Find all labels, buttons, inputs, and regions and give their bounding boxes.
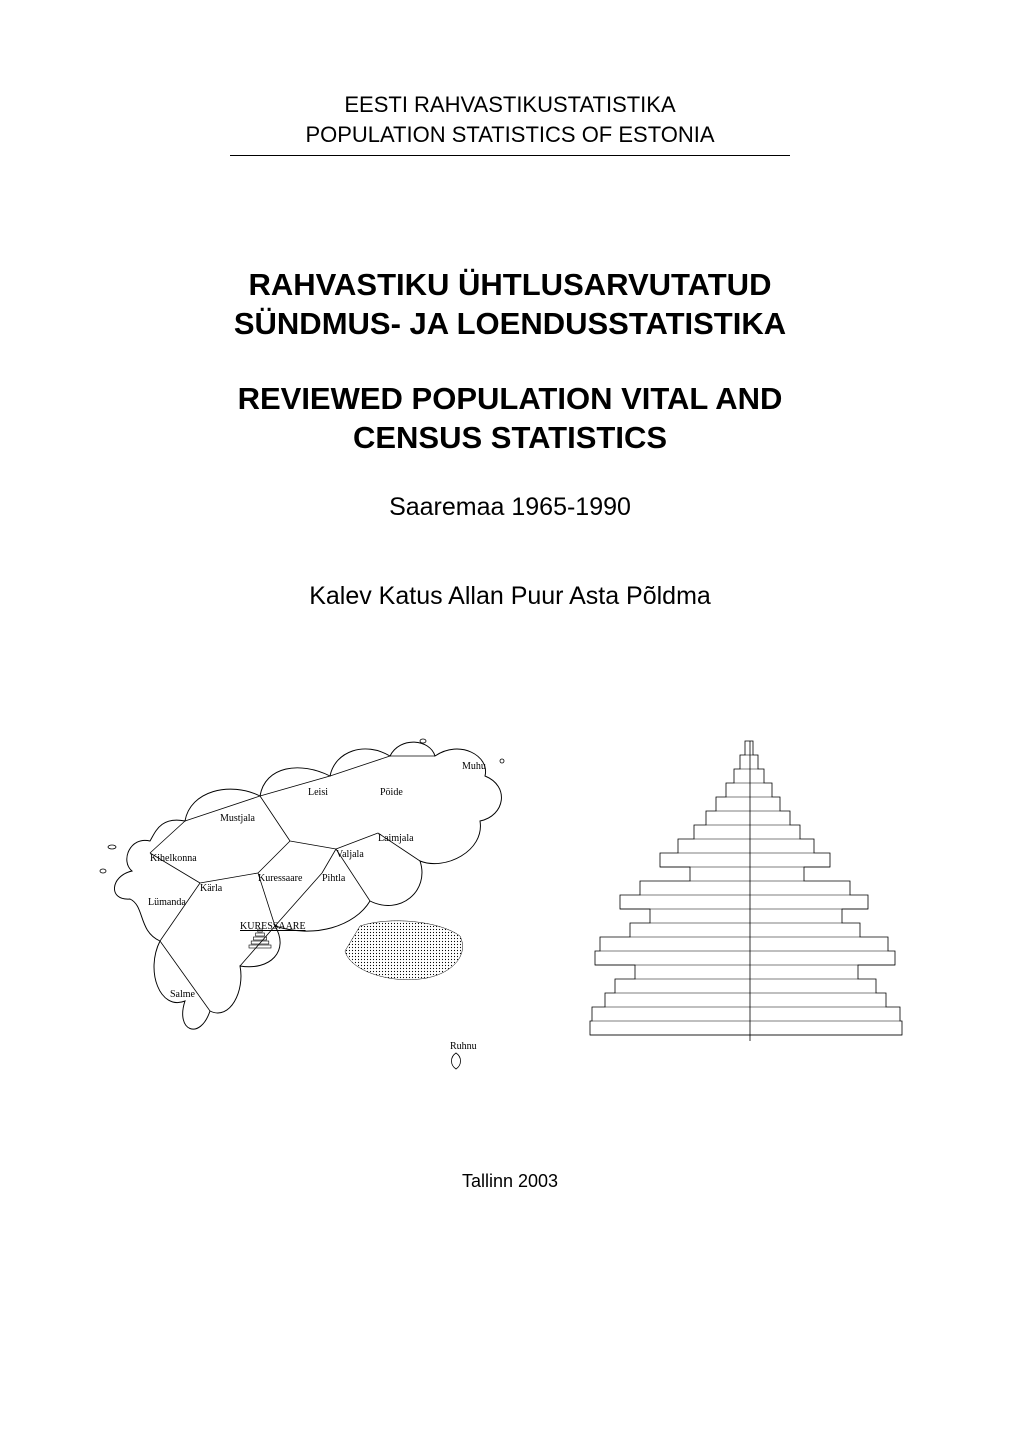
footer-imprint: Tallinn 2003: [462, 1171, 558, 1192]
map-label-mustjala: Mustjala: [220, 813, 255, 824]
saaremaa-map: Muhu Leisi Pöide Mustjala Laimjala Valjala Kih…: [90, 721, 550, 1081]
map-label-pihtla: Pihtla: [322, 873, 345, 884]
title-block: RAHVASTIKU ÜHTLUSARVUTATUD SÜNDMUS- JA L…: [234, 266, 786, 457]
map-label-leisi: Leisi: [308, 787, 328, 798]
population-pyramid: [570, 731, 930, 1071]
sub-title-line1: REVIEWED POPULATION VITAL AND: [234, 380, 786, 419]
series-title-et: EESTI RAHVASTIKUSTATISTIKA: [230, 90, 790, 120]
sub-title-line2: CENSUS STATISTICS: [234, 419, 786, 458]
map-label-valjala: Valjala: [336, 849, 364, 860]
main-title: RAHVASTIKU ÜHTLUSARVUTATUD SÜNDMUS- JA L…: [234, 266, 786, 344]
map-label-kuressaare: KURESSAARE: [240, 921, 306, 932]
authors-line: Kalev Katus Allan Puur Asta Põldma: [309, 582, 711, 611]
map-label-kuressaare: Kuressaare: [258, 873, 302, 884]
map-label-muhu: Muhu: [462, 761, 486, 772]
main-title-line2: SÜNDMUS- JA LOENDUSSTATISTIKA: [234, 305, 786, 344]
series-header: EESTI RAHVASTIKUSTATISTIKA POPULATION ST…: [230, 90, 790, 156]
page-root: EESTI RAHVASTIKUSTATISTIKA POPULATION ST…: [0, 0, 1020, 1441]
pyramid-svg: [570, 731, 930, 1071]
graphics-row: Muhu Leisi Pöide Mustjala Laimjala Valjala Kih…: [70, 721, 950, 1081]
map-label-ruhnu: Ruhnu: [450, 1041, 477, 1052]
map-label-laimjala: Laimjala: [378, 833, 414, 844]
main-title-line1: RAHVASTIKU ÜHTLUSARVUTATUD: [234, 266, 786, 305]
map-label-kihelkonna: Kihelkonna: [150, 853, 197, 864]
series-title-en: POPULATION STATISTICS OF ESTONIA: [230, 120, 790, 150]
header-rule: [230, 155, 790, 156]
map-label-kärla: Kärla: [200, 883, 222, 894]
map-label-lümanda: Lümanda: [148, 897, 186, 908]
map-label-salme: Salme: [170, 989, 195, 1000]
sub-title: REVIEWED POPULATION VITAL AND CENSUS STA…: [234, 380, 786, 458]
region-subtitle: Saaremaa 1965-1990: [389, 493, 631, 522]
map-label-pöide: Pöide: [380, 787, 403, 798]
